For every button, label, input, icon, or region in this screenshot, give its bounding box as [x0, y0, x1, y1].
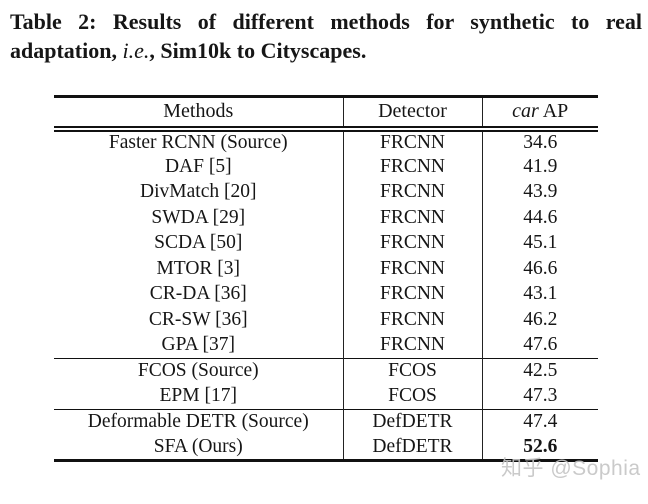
method-cell: SWDA [29] [151, 206, 246, 228]
ap-cell: 44.6 [481, 205, 598, 231]
col-header-methods: Methods [54, 96, 343, 132]
table-row: FCOS (Source) FCOS 42.5 [54, 357, 598, 384]
method-cell: CR-SW [36] [148, 308, 248, 330]
col-header-detector: Detector [342, 96, 482, 132]
ap-cell: 45.1 [481, 230, 598, 256]
table-row: GPA [37] FRCNN 47.6 [54, 332, 598, 358]
caption-line2-suffix: , Sim10k to Cityscapes. [149, 38, 367, 63]
table-row: DAF [5] FRCNN 41.9 [54, 154, 598, 180]
table-row: Deformable DETR (Source) DefDETR 47.4 [54, 408, 598, 435]
table-row: CR-DA [36] FRCNN 43.1 [54, 281, 598, 307]
table-row: CR-SW [36] FRCNN 46.2 [54, 307, 598, 333]
table-row: SWDA [29] FRCNN 44.6 [54, 205, 598, 231]
detector-cell: DefDETR [342, 408, 482, 435]
table-row: MTOR [3] FRCNN 46.6 [54, 256, 598, 282]
detector-cell: FCOS [342, 383, 482, 409]
detector-cell: FRCNN [342, 154, 482, 180]
table-header: Methods Detector car AP [54, 96, 598, 132]
method-cell: EPM [17] [159, 385, 237, 406]
method-cell: DAF [5] [164, 155, 232, 177]
car-ap-italic-part: car [512, 100, 539, 123]
table-row: DivMatch [20] FRCNN 43.9 [54, 179, 598, 205]
table-caption: Table 2: Results of different methods fo… [10, 7, 642, 65]
table-row: Faster RCNN (Source) FRCNN 34.6 [54, 128, 598, 154]
ap-cell: 52.6 [481, 434, 598, 460]
ap-cell: 47.3 [481, 383, 598, 409]
ap-cell: 47.6 [481, 332, 598, 358]
method-cell: FCOS (Source) [54, 357, 343, 384]
method-cell: DivMatch [20] [140, 181, 257, 203]
ap-cell: 42.5 [481, 357, 598, 384]
table-body: Faster RCNN (Source) FRCNN 34.6 DAF [5] FRCN… [54, 128, 598, 460]
col-header-car-ap: car AP [481, 96, 598, 132]
detector-cell: FRCNN [342, 128, 482, 154]
ap-cell: 47.4 [481, 408, 598, 435]
results-table: Methods Detector car AP Faster RCNN (Sou… [54, 95, 598, 462]
car-ap-regular-part: AP [538, 100, 569, 123]
method-cell: SCDA [50] [154, 232, 243, 254]
detector-cell: FRCNN [342, 179, 482, 205]
watermark: 知乎 @Sophia [501, 457, 641, 480]
ap-cell: 43.1 [481, 281, 598, 307]
caption-line-2: adaptation, i.e., Sim10k to Cityscapes. [10, 36, 642, 65]
method-cell: CR-DA [36] [149, 283, 247, 305]
header-row: Methods Detector car AP [54, 96, 598, 132]
caption-line2-prefix: adaptation, [10, 38, 123, 63]
ap-cell: 41.9 [481, 154, 598, 180]
ap-cell: 34.6 [481, 128, 598, 154]
ap-cell: 46.6 [481, 256, 598, 282]
detector-cell: FRCNN [342, 230, 482, 256]
method-cell: MTOR [3] [156, 257, 241, 279]
method-cell: GPA [37] [161, 334, 235, 355]
detector-cell: FRCNN [342, 281, 482, 307]
ap-cell: 43.9 [481, 179, 598, 205]
detector-cell: FCOS [342, 357, 482, 384]
caption-ie-emphasis: i.e. [122, 38, 150, 63]
detector-cell: FRCNN [342, 256, 482, 282]
method-cell: Faster RCNN (Source) [108, 131, 288, 153]
table-row: SCDA [50] FRCNN 45.1 [54, 230, 598, 256]
table-row: SFA (Ours) DefDETR 52.6 [54, 434, 598, 460]
detector-cell: DefDETR [342, 434, 482, 460]
method-cell: Deformable DETR (Source) [54, 408, 343, 435]
ap-cell: 46.2 [481, 307, 598, 333]
detector-cell: FRCNN [342, 332, 482, 358]
method-cell: SFA (Ours) [153, 435, 243, 457]
detector-cell: FRCNN [342, 307, 482, 333]
table-row: EPM [17] FCOS 47.3 [54, 383, 598, 409]
caption-line-1: Table 2: Results of different methods fo… [10, 9, 642, 34]
detector-cell: FRCNN [342, 205, 482, 231]
